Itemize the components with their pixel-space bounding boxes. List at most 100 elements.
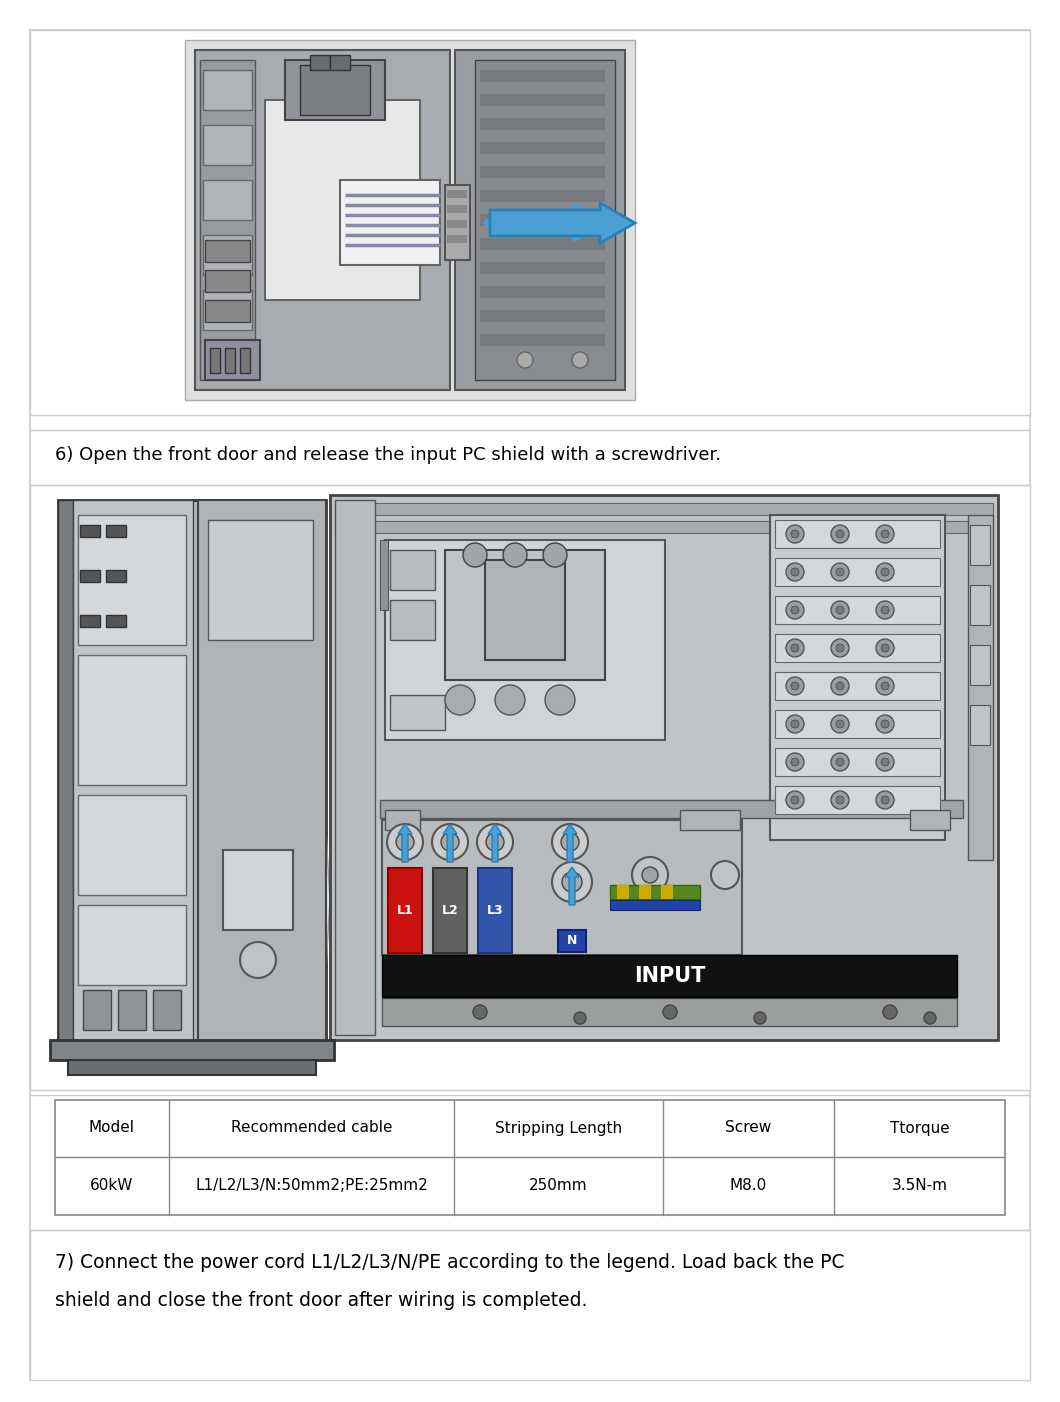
Circle shape <box>396 833 414 851</box>
Bar <box>204 179 252 220</box>
Bar <box>118 990 146 1030</box>
FancyArrow shape <box>565 866 579 906</box>
Bar <box>775 558 940 586</box>
Text: Model: Model <box>89 1120 135 1136</box>
Bar <box>390 695 445 730</box>
Circle shape <box>787 677 803 695</box>
Circle shape <box>642 866 658 883</box>
Bar <box>445 550 605 680</box>
Text: L1/L2/L3/N:50mm2;PE:25mm2: L1/L2/L3/N:50mm2;PE:25mm2 <box>195 1178 428 1193</box>
Bar <box>775 520 940 548</box>
Circle shape <box>791 606 799 614</box>
Bar <box>330 495 999 1040</box>
Circle shape <box>787 715 803 733</box>
Circle shape <box>836 681 844 690</box>
Bar <box>610 885 700 899</box>
Bar <box>210 348 220 373</box>
Bar <box>480 334 605 346</box>
Bar <box>909 810 950 830</box>
Bar <box>58 501 326 1044</box>
Bar <box>610 900 700 910</box>
Circle shape <box>552 824 588 859</box>
Circle shape <box>575 1012 586 1023</box>
Circle shape <box>876 639 894 658</box>
Bar <box>968 515 993 859</box>
Text: shield and close the front door after wiring is completed.: shield and close the front door after wi… <box>55 1290 587 1309</box>
Bar <box>775 787 940 815</box>
Circle shape <box>787 753 803 771</box>
Circle shape <box>881 530 889 538</box>
Bar <box>80 571 100 582</box>
Bar <box>285 60 385 121</box>
Circle shape <box>561 833 579 851</box>
Text: L3: L3 <box>487 903 504 917</box>
Bar <box>385 810 420 830</box>
Circle shape <box>485 833 504 851</box>
Circle shape <box>711 861 739 889</box>
Bar <box>186 41 635 400</box>
Bar <box>195 50 450 390</box>
Circle shape <box>831 564 849 580</box>
Text: Screw: Screw <box>725 1120 772 1136</box>
Circle shape <box>791 568 799 576</box>
Bar <box>78 655 186 785</box>
Circle shape <box>836 568 844 576</box>
Circle shape <box>463 543 487 566</box>
Bar <box>485 559 565 660</box>
Bar <box>480 215 605 226</box>
Text: 6) Open the front door and release the input PC shield with a screwdriver.: 6) Open the front door and release the i… <box>55 446 721 464</box>
Circle shape <box>876 677 894 695</box>
Bar <box>204 70 252 109</box>
Circle shape <box>445 686 475 715</box>
Circle shape <box>881 681 889 690</box>
Circle shape <box>441 833 459 851</box>
Circle shape <box>787 791 803 809</box>
Bar <box>770 515 946 840</box>
Bar <box>447 220 467 229</box>
Circle shape <box>787 601 803 620</box>
Circle shape <box>831 639 849 658</box>
Bar <box>480 94 605 107</box>
Bar <box>970 585 990 625</box>
Circle shape <box>881 796 889 803</box>
Bar <box>385 540 665 740</box>
Circle shape <box>572 352 588 367</box>
Circle shape <box>876 753 894 771</box>
Bar <box>970 524 990 565</box>
Bar <box>382 998 957 1026</box>
Bar <box>68 1060 316 1075</box>
Bar <box>225 348 235 373</box>
Bar <box>480 70 605 81</box>
Bar <box>80 524 100 537</box>
Bar <box>200 60 255 380</box>
Bar <box>50 1040 334 1060</box>
Text: 3.5N-m: 3.5N-m <box>891 1178 948 1193</box>
Bar <box>970 705 990 744</box>
FancyArrow shape <box>398 824 412 862</box>
FancyArrow shape <box>490 203 635 243</box>
Bar <box>445 185 470 259</box>
Bar <box>775 749 940 775</box>
FancyArrow shape <box>563 824 577 862</box>
Text: L1: L1 <box>396 903 413 917</box>
Circle shape <box>787 639 803 658</box>
Bar <box>265 100 420 300</box>
Circle shape <box>876 601 894 620</box>
Text: N: N <box>567 935 578 948</box>
Circle shape <box>831 677 849 695</box>
Circle shape <box>787 524 803 543</box>
Circle shape <box>662 1005 677 1019</box>
Bar <box>480 286 605 299</box>
Bar <box>153 990 181 1030</box>
Circle shape <box>836 721 844 728</box>
Bar <box>775 672 940 700</box>
Bar <box>300 64 370 115</box>
Circle shape <box>881 568 889 576</box>
Bar <box>681 810 740 830</box>
Text: M8.0: M8.0 <box>730 1178 767 1193</box>
Circle shape <box>876 524 894 543</box>
Bar <box>480 165 605 178</box>
Bar <box>205 341 260 380</box>
Circle shape <box>831 601 849 620</box>
FancyArrow shape <box>443 824 457 862</box>
